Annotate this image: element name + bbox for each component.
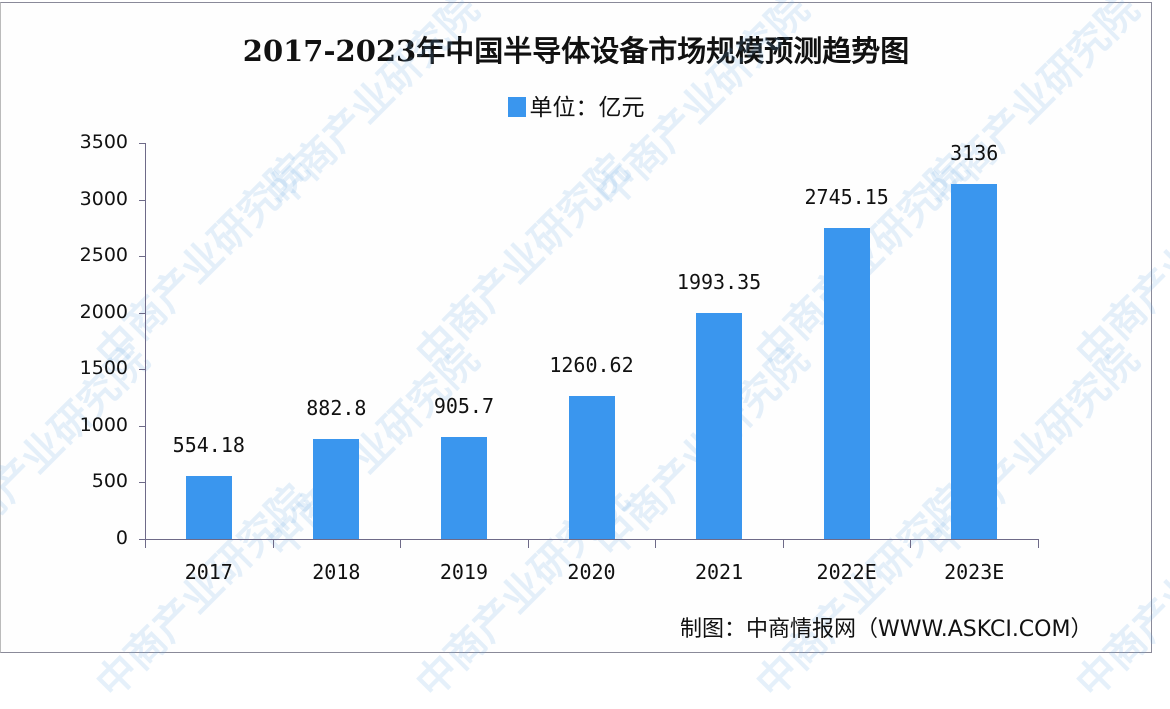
x-tick (527, 539, 529, 548)
x-tick-label: 2023E (944, 560, 1005, 584)
bar (185, 476, 232, 539)
bar (696, 313, 743, 539)
y-tick-label: 3000 (79, 187, 128, 210)
y-tick (139, 425, 146, 427)
y-tick (139, 199, 146, 201)
x-tick (1038, 539, 1039, 548)
y-tick-label: 2500 (79, 244, 128, 267)
y-tick (139, 369, 146, 371)
x-tick (272, 539, 274, 548)
source-note: 制图：中商情报网（WWW.ASKCI.COM） (680, 617, 1093, 642)
value-label: 2745.15 (804, 185, 889, 210)
x-tick-label: 2017 (184, 560, 233, 584)
value-label: 1260.62 (549, 353, 634, 378)
y-tick-label: 1500 (79, 357, 128, 380)
legend: 单位：亿元 (0, 88, 1152, 122)
bar (313, 439, 360, 539)
value-label: 882.8 (306, 396, 367, 421)
y-tick-label: 1000 (79, 413, 128, 436)
y-tick-label: 3500 (79, 131, 128, 153)
value-label: 905.7 (433, 393, 495, 418)
y-tick (139, 539, 146, 540)
y-tick-label: 0 (115, 527, 128, 549)
x-tick-label: 2022E (816, 560, 877, 584)
x-tick-label: 2021 (694, 560, 744, 584)
y-tick-label: 2000 (79, 300, 128, 323)
chart-title: 2017-2023年中国半导体设备市场规模预测趋势图 (242, 34, 910, 68)
x-tick (145, 539, 146, 548)
x-tick-label: 2018 (312, 560, 361, 584)
y-tick (139, 143, 146, 144)
bar (568, 396, 615, 539)
y-axis (145, 143, 146, 540)
y-tick-label: 500 (91, 470, 128, 493)
y-tick (139, 256, 146, 258)
x-tick-label: 2020 (567, 560, 616, 584)
value-label: 3136 (950, 141, 999, 166)
x-tick-label: 2019 (439, 560, 488, 584)
bar (823, 228, 870, 539)
x-tick (782, 539, 784, 548)
legend-label: 单位：亿元 (529, 95, 645, 121)
legend-swatch (507, 97, 526, 117)
value-label: 1993.35 (676, 270, 762, 295)
bar (440, 436, 487, 539)
x-tick (655, 539, 657, 548)
x-tick (910, 539, 912, 548)
y-tick (139, 482, 146, 484)
x-tick (400, 539, 402, 548)
value-label: 554.18 (172, 433, 245, 458)
bar (951, 184, 998, 539)
y-tick (139, 312, 146, 314)
x-axis (145, 539, 1039, 540)
